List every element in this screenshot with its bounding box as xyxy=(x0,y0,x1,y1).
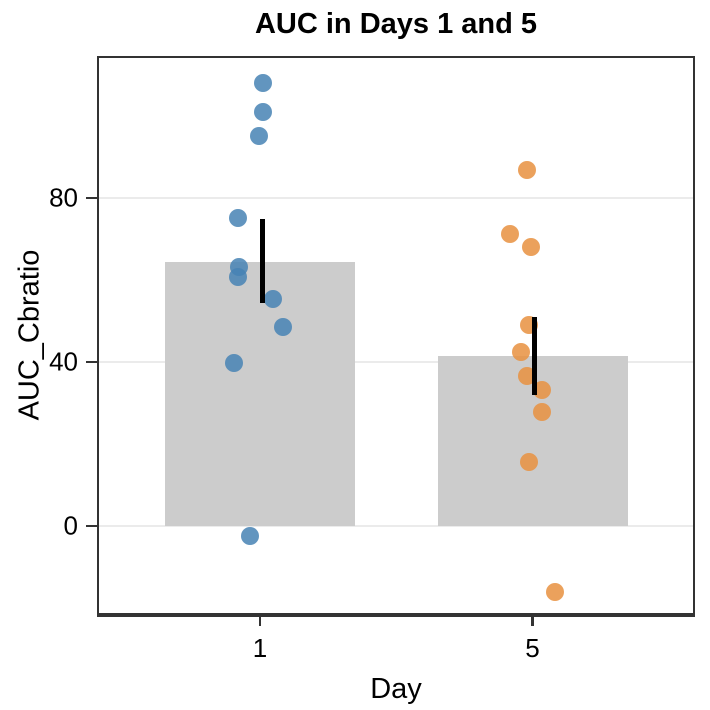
data-point-day-1 xyxy=(225,353,243,372)
data-point-day-1 xyxy=(250,126,268,145)
data-point-day-1 xyxy=(241,526,259,545)
data-point-day-1 xyxy=(254,102,272,121)
y-tick-label-0: 0 xyxy=(63,510,78,541)
x-tick-mark-1 xyxy=(258,617,262,626)
error-bar-day-5 xyxy=(531,316,537,395)
data-point-day-5 xyxy=(501,224,520,243)
data-point-day-5 xyxy=(518,161,537,179)
data-point-day-5 xyxy=(533,402,552,421)
y-tick-mark-80 xyxy=(86,196,97,200)
data-point-day-5 xyxy=(520,452,539,471)
gridline-y-40 xyxy=(97,360,695,363)
error-bar-day-1 xyxy=(259,218,265,303)
data-point-day-1 xyxy=(274,318,292,337)
data-point-day-5 xyxy=(522,238,541,257)
y-axis-title: AUC_Cbratio xyxy=(13,249,46,421)
x-axis-title: Day xyxy=(370,673,422,705)
y-tick-label-80: 80 xyxy=(49,182,78,213)
data-point-day-1 xyxy=(229,208,247,227)
data-point-day-5 xyxy=(546,582,565,601)
gridline-y-80 xyxy=(97,196,695,199)
x-tick-mark-5 xyxy=(531,617,534,626)
data-point-day-5 xyxy=(512,343,531,362)
data-point-day-1 xyxy=(229,268,247,287)
y-tick-mark-40 xyxy=(86,360,97,364)
plot-panel xyxy=(97,56,695,617)
plot-title: AUC in Days 1 and 5 xyxy=(254,8,538,40)
data-point-day-5 xyxy=(533,380,552,399)
data-point-day-1 xyxy=(254,74,272,93)
y-tick-mark-0 xyxy=(86,524,97,528)
x-tick-label-1: 1 xyxy=(252,633,268,663)
x-tick-label-5: 5 xyxy=(525,633,540,663)
mean-bar-day-1 xyxy=(165,261,355,526)
data-point-day-1 xyxy=(264,289,282,308)
gridline-y-0 xyxy=(97,524,695,527)
y-tick-label-40: 40 xyxy=(49,346,78,377)
